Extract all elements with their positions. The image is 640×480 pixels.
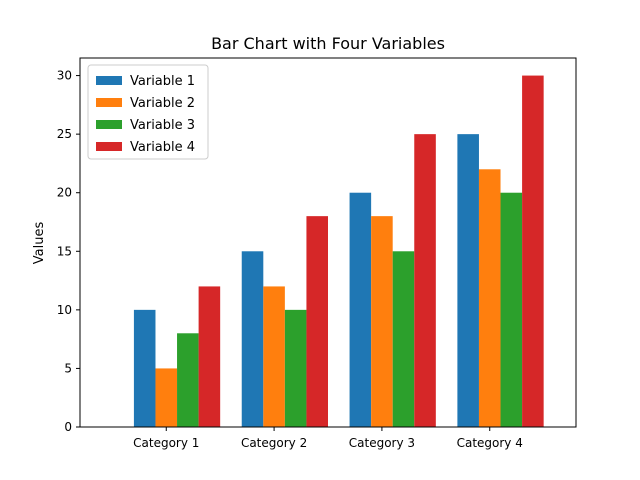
bar-series-1-category-3 xyxy=(349,192,372,427)
legend-label: Variable 2 xyxy=(130,96,195,111)
bars-group xyxy=(133,75,544,428)
y-tick-label: 5 xyxy=(64,361,72,375)
x-tick-label: Category 2 xyxy=(241,436,307,450)
x-tick-label: Category 1 xyxy=(133,436,199,450)
x-tick-label: Category 3 xyxy=(349,436,415,450)
plot-frame xyxy=(79,57,577,428)
bar-series-3-category-2 xyxy=(284,309,307,427)
x-tick-label: Category 4 xyxy=(457,436,523,450)
bar-series-3-category-1 xyxy=(177,333,199,427)
chart-title: Bar Chart with Four Variables xyxy=(211,34,445,53)
legend-label: Variable 1 xyxy=(130,74,195,89)
legend-label: Variable 4 xyxy=(130,140,195,155)
y-tick-label: 15 xyxy=(57,244,72,258)
bar-series-2-category-1 xyxy=(155,368,178,427)
bar-series-2-category-4 xyxy=(478,169,501,428)
y-tick-label: 10 xyxy=(57,303,72,317)
bar-series-1-category-4 xyxy=(457,134,479,427)
y-tick-label: 0 xyxy=(64,420,72,434)
y-tick-label: 30 xyxy=(57,69,72,83)
legend-label: Variable 3 xyxy=(130,118,195,133)
legend-swatch xyxy=(96,142,122,151)
legend-swatch xyxy=(96,76,122,85)
bar-series-1-category-1 xyxy=(133,309,156,427)
bar-series-4-category-3 xyxy=(414,134,436,427)
bar-series-2-category-3 xyxy=(371,216,393,427)
bar-series-4-category-1 xyxy=(198,286,221,427)
legend-swatch xyxy=(96,120,122,129)
bar-series-3-category-3 xyxy=(392,251,415,427)
bar-series-4-category-4 xyxy=(522,75,544,428)
bar-series-2-category-2 xyxy=(263,286,285,427)
bar-series-3-category-4 xyxy=(500,192,523,427)
legend-swatch xyxy=(96,98,122,107)
legend-frame xyxy=(87,64,209,160)
bar-series-4-category-2 xyxy=(306,216,328,427)
y-tick-label: 20 xyxy=(57,186,72,200)
axes-group: 0 5 10 15 20 25 30 Category 1 Category 2 Category… xyxy=(57,57,577,450)
y-axis-label: Values xyxy=(32,222,47,265)
legend: Variable 1 Variable 2 Variable 3 Variable 4 xyxy=(87,64,209,160)
y-tick-label: 25 xyxy=(57,127,72,141)
bar-series-1-category-2 xyxy=(241,251,264,427)
